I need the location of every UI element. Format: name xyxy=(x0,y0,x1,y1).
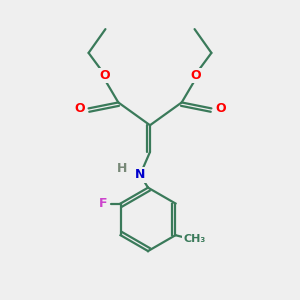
Text: H: H xyxy=(117,162,128,175)
Text: O: O xyxy=(215,102,226,115)
Text: O: O xyxy=(74,102,85,115)
Text: F: F xyxy=(98,197,107,210)
Text: O: O xyxy=(99,69,110,82)
Text: CH₃: CH₃ xyxy=(183,234,206,244)
Text: O: O xyxy=(190,69,201,82)
Text: N: N xyxy=(135,168,145,181)
